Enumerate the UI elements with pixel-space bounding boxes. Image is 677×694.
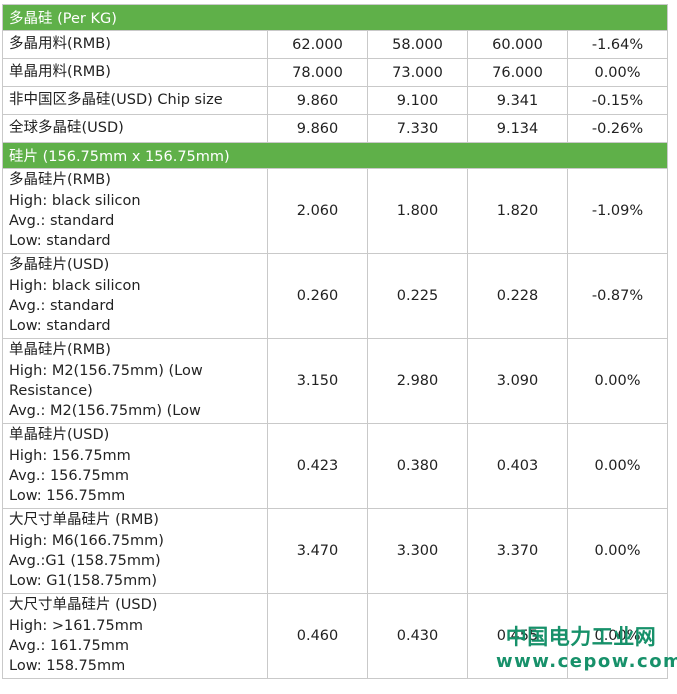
table-row: 单晶硅片(RMB) High: M2(156.75mm) (Low Resistan… — [2, 338, 669, 424]
avg-price-cell: 3.370 — [467, 508, 568, 594]
low-price-cell: 2.980 — [367, 338, 468, 424]
high-price-cell: 2.060 — [267, 168, 368, 254]
section-header-row: 多晶硅 (Per KG) — [1, 4, 669, 31]
row-label: 大尺寸单晶硅片 (RMB) High: M6(166.75mm) Avg.:G1 (… — [2, 508, 268, 594]
change-percent-cell: -0.15% — [566, 86, 669, 115]
change-percent-cell: 0.00% — [566, 423, 669, 509]
spec-line: Avg.: 156.75mm — [9, 468, 129, 484]
product-name: 大尺寸单晶硅片 (USD) — [9, 597, 158, 614]
avg-price-cell: 60.000 — [467, 30, 568, 59]
change-percent-cell: -1.09% — [566, 168, 669, 254]
low-price-cell: 0.225 — [367, 253, 468, 339]
avg-price-cell: 1.820 — [467, 168, 568, 254]
high-price-cell: 9.860 — [267, 114, 368, 143]
low-price-cell: 7.330 — [367, 114, 468, 143]
avg-price-cell: 0.455 — [467, 593, 568, 679]
change-percent-cell: 0.00% — [566, 58, 669, 87]
row-label: 多晶硅片(RMB) High: black silicon Avg.: standa… — [2, 168, 268, 254]
row-label: 多晶硅片(USD) High: black silicon Avg.: standa… — [2, 253, 268, 339]
spec-line: Low: 156.75mm — [9, 488, 126, 505]
spec-line: Avg.: 161.75mm — [9, 638, 129, 654]
avg-price-cell: 0.403 — [467, 423, 568, 509]
product-name: 大尺寸单晶硅片 (RMB) — [9, 512, 159, 529]
avg-price-cell: 76.000 — [467, 58, 568, 87]
spec-line: Low: standard — [9, 318, 111, 335]
spec-line: High: >161.75mm — [9, 617, 143, 634]
product-name: 单晶用料(RMB) — [9, 64, 111, 81]
table-row: 非中国区多晶硅(USD) Chip size 9.860 9.100 9.341 -0.… — [2, 86, 669, 115]
spec-line: Avg.: standard — [9, 213, 115, 229]
spec-line: Resistance) — [9, 383, 93, 399]
table-row: 多晶硅片(USD) High: black silicon Avg.: standa… — [2, 253, 669, 339]
low-price-cell: 1.800 — [367, 168, 468, 254]
low-price-cell: 0.430 — [367, 593, 468, 679]
table-row: 大尺寸单晶硅片 (RMB) High: M6(166.75mm) Avg.:G1 (… — [2, 508, 669, 594]
section-title: 硅片 (156.75mm x 156.75mm) — [1, 142, 669, 169]
row-label: 单晶硅片(RMB) High: M2(156.75mm) (Low Resistan… — [2, 338, 268, 424]
spec-line: Low: G1(158.75mm) — [9, 573, 158, 590]
change-percent-cell: 0.00% — [566, 593, 669, 679]
change-percent-cell: 0.00% — [566, 508, 669, 594]
low-price-cell: 73.000 — [367, 58, 468, 87]
low-price-cell: 0.380 — [367, 423, 468, 509]
product-name: 多晶硅片(USD) — [9, 257, 110, 274]
high-price-cell: 62.000 — [267, 30, 368, 59]
row-label: 大尺寸单晶硅片 (USD) High: >161.75mm Avg.: 161.75… — [2, 593, 268, 679]
spec-line: High: M6(166.75mm) — [9, 532, 164, 549]
change-percent-cell: -0.26% — [566, 114, 669, 143]
section-header-row: 硅片 (156.75mm x 156.75mm) — [1, 142, 669, 169]
table-row: 大尺寸单晶硅片 (USD) High: >161.75mm Avg.: 161.75… — [2, 593, 669, 679]
product-name: 全球多晶硅(USD) — [9, 120, 124, 137]
high-price-cell: 3.470 — [267, 508, 368, 594]
avg-price-cell: 0.228 — [467, 253, 568, 339]
product-name: 多晶硅片(RMB) — [9, 172, 111, 189]
high-price-cell: 0.260 — [267, 253, 368, 339]
row-label: 全球多晶硅(USD) — [2, 114, 268, 143]
low-price-cell: 58.000 — [367, 30, 468, 59]
table-row: 单晶硅片(USD) High: 156.75mm Avg.: 156.75mm Low… — [2, 423, 669, 509]
product-name: 多晶用料(RMB) — [9, 36, 111, 53]
change-percent-cell: -0.87% — [566, 253, 669, 339]
spec-line: High: 156.75mm — [9, 447, 131, 464]
price-table-body: 多晶硅 (Per KG) 多晶用料(RMB) 62.000 58.000 60.000-… — [1, 4, 669, 679]
spec-line: High: M2(156.75mm) (Low — [9, 362, 203, 379]
spec-line: Low: 158.75mm — [9, 658, 126, 675]
row-label: 单晶硅片(USD) High: 156.75mm Avg.: 156.75mm Low… — [2, 423, 268, 509]
avg-price-cell: 9.341 — [467, 86, 568, 115]
spec-line: Avg.: standard — [9, 298, 115, 314]
price-table: 多晶硅 (Per KG) 多晶用料(RMB) 62.000 58.000 60.000-… — [1, 4, 669, 679]
spec-line: High: black silicon — [9, 192, 141, 209]
spec-line: High: black silicon — [9, 277, 141, 294]
high-price-cell: 9.860 — [267, 86, 368, 115]
high-price-cell: 78.000 — [267, 58, 368, 87]
low-price-cell: 3.300 — [367, 508, 468, 594]
product-name: 单晶硅片(USD) — [9, 427, 110, 444]
high-price-cell: 0.423 — [267, 423, 368, 509]
table-row: 多晶硅片(RMB) High: black silicon Avg.: standa… — [2, 168, 669, 254]
change-percent-cell: 0.00% — [566, 338, 669, 424]
row-label: 单晶用料(RMB) — [2, 58, 268, 87]
spec-line: Low: standard — [9, 233, 111, 250]
avg-price-cell: 9.134 — [467, 114, 568, 143]
high-price-cell: 0.460 — [267, 593, 368, 679]
spec-line: Avg.: M2(156.75mm) (Low — [9, 403, 201, 420]
table-row: 单晶用料(RMB) 78.000 73.000 76.000 0.00% — [2, 58, 669, 87]
section-title: 多晶硅 (Per KG) — [1, 4, 669, 31]
table-row: 多晶用料(RMB) 62.000 58.000 60.000 -1.64% — [2, 30, 669, 59]
product-name: 单晶硅片(RMB) — [9, 342, 111, 359]
avg-price-cell: 3.090 — [467, 338, 568, 424]
change-percent-cell: -1.64% — [566, 30, 669, 59]
row-label: 非中国区多晶硅(USD) Chip size — [2, 86, 268, 115]
high-price-cell: 3.150 — [267, 338, 368, 424]
product-name: 非中国区多晶硅(USD) Chip size — [9, 92, 223, 109]
table-row: 全球多晶硅(USD) 9.860 7.330 9.134 -0.26% — [2, 114, 669, 143]
low-price-cell: 9.100 — [367, 86, 468, 115]
spec-line: Avg.:G1 (158.75mm) — [9, 553, 161, 569]
row-label: 多晶用料(RMB) — [2, 30, 268, 59]
